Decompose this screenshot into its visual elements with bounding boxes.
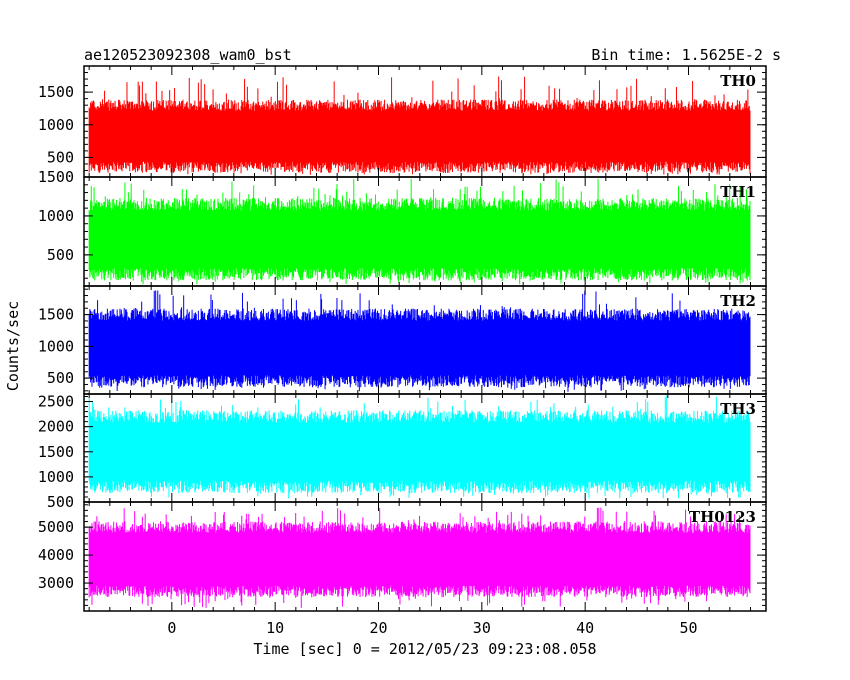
x-tick-label: 30	[473, 619, 491, 637]
x-tick-label: 10	[266, 619, 284, 637]
bin-time-label: Bin time: 1.5625E-2 s	[591, 46, 781, 64]
panel-label-th2: TH2	[720, 292, 756, 310]
y-tick-label: 5000	[38, 518, 74, 536]
y-tick-label: 1000	[38, 468, 74, 486]
x-tick-label: 50	[679, 619, 697, 637]
panel-th1: 500 1000 1500 TH1	[38, 168, 767, 287]
y-tick-label: 2500	[38, 393, 74, 411]
panel-th2: 500 1000 1500 TH2	[38, 285, 767, 395]
panel-th3: 500 1000 1500 2000 2500 TH3	[38, 393, 767, 511]
series-th3	[88, 395, 751, 499]
y-axis-label: Counts/sec	[4, 301, 22, 391]
series-th2	[88, 290, 751, 392]
x-tick-label: 0	[167, 619, 176, 637]
x-axis-label: Time [sec] 0 = 2012/05/23 09:23:08.058	[253, 640, 596, 658]
panel-label-th0: TH0	[720, 72, 756, 90]
y-tick-label: 1500	[38, 306, 74, 324]
panel-label-th0123: TH0123	[689, 508, 756, 526]
series-th0123	[88, 507, 751, 608]
y-tick-label: 500	[47, 493, 74, 511]
chart-title: ae120523092308_wam0_bst	[84, 46, 292, 64]
y-tick-label: 1500	[38, 168, 74, 186]
panel-label-th3: TH3	[720, 400, 756, 418]
y-tick-label: 500	[47, 148, 74, 166]
y-tick-label: 500	[47, 246, 74, 264]
panel-th0: 500 1000 1500 TH0	[38, 65, 767, 178]
x-tick-label: 20	[369, 619, 387, 637]
series-th1	[88, 178, 751, 285]
x-tick-label: 40	[576, 619, 594, 637]
x-axis: 0 10 20 30 40 50	[167, 619, 697, 637]
panels-group: 500 1000 1500 TH0 500 1000 1500 TH1 500 1000 1500 T…	[38, 65, 767, 612]
y-tick-label: 3000	[38, 574, 74, 592]
panel-th0123: 3000 4000 5000 TH0123	[38, 501, 767, 612]
y-tick-label: 4000	[38, 546, 74, 564]
y-tick-label: 2000	[38, 418, 74, 436]
y-tick-label: 1500	[38, 443, 74, 461]
panel-label-th1: TH1	[720, 183, 756, 201]
series-th0	[88, 76, 751, 175]
y-tick-label: 1000	[38, 116, 74, 134]
y-tick-label: 1000	[38, 207, 74, 225]
panel-frame	[83, 501, 767, 612]
y-tick-label: 1000	[38, 337, 74, 355]
y-tick-label: 1500	[38, 83, 74, 101]
y-tick-label: 500	[47, 369, 74, 387]
